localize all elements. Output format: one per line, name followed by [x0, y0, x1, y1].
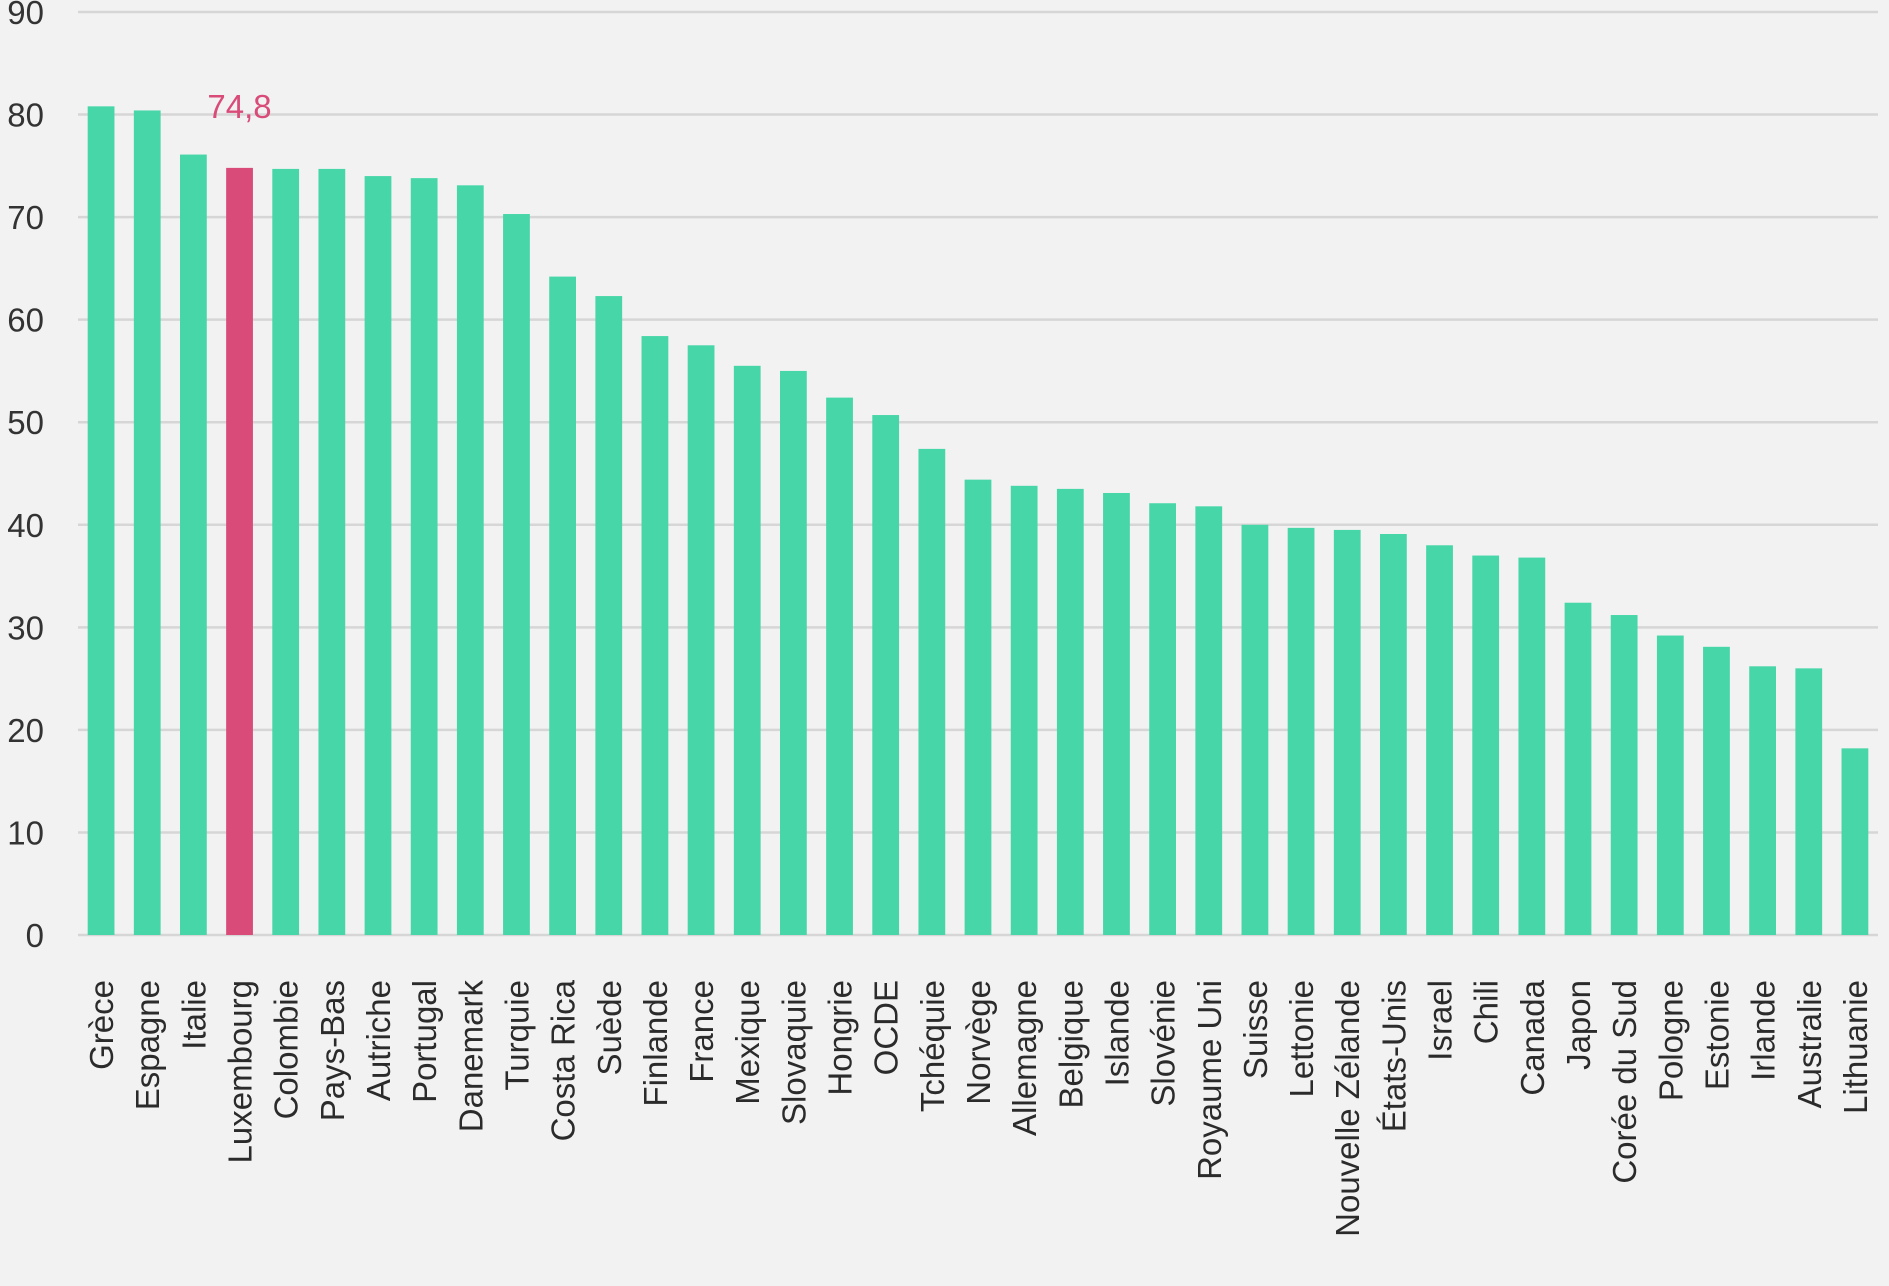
x-tick-label: Portugal	[406, 980, 443, 1103]
bar-slovaquie	[780, 370, 807, 935]
y-tick-label: 50	[7, 404, 44, 441]
bar-portugal	[410, 178, 438, 935]
x-tick-label: Nouvelle Zélande	[1329, 980, 1366, 1237]
x-tick-label: Suisse	[1237, 980, 1274, 1079]
bar-finlande	[641, 336, 669, 935]
x-axis-ticks: Grèce Espagne Italie Luxembourg Colombie Pays…	[83, 979, 1874, 1236]
x-tick-label: Royaume Uni	[1191, 980, 1228, 1180]
bar-lettonie	[1287, 527, 1315, 935]
x-tick-label: Lithuanie	[1837, 980, 1874, 1114]
x-tick-label: Japon	[1560, 980, 1597, 1070]
x-tick-label: Mexique	[729, 980, 766, 1105]
x-tick-label: Hongrie	[822, 980, 859, 1096]
x-tick-label: Slovaquie	[775, 980, 812, 1125]
x-tick-label: Islande	[1098, 980, 1135, 1086]
x-tick-label: Chili	[1468, 980, 1505, 1044]
bar-suède	[595, 296, 623, 936]
x-tick-label: Costa Rica	[545, 979, 582, 1141]
x-tick-label: Pologne	[1652, 980, 1689, 1101]
x-tick-label: Finlande	[637, 980, 674, 1107]
bar-ocde	[872, 415, 900, 935]
data-labels: 74,8	[207, 88, 271, 125]
bar-pays-bas	[318, 168, 346, 935]
bar-états-unis	[1380, 534, 1407, 935]
bar-mexique	[733, 365, 761, 936]
bar-hongrie	[826, 397, 853, 935]
bar-danemark	[456, 185, 484, 935]
x-tick-label: Espagne	[129, 980, 166, 1110]
x-tick-label: Italie	[175, 980, 212, 1050]
bar-pologne	[1656, 635, 1684, 935]
x-tick-label: Grèce	[83, 980, 120, 1070]
x-tick-label: Suède	[591, 980, 628, 1075]
bar-irlande	[1749, 666, 1776, 935]
x-tick-label: Canada	[1514, 979, 1551, 1095]
data-label-highlight: 74,8	[207, 88, 271, 125]
bar-islande	[1103, 492, 1130, 935]
x-tick-label: Australie	[1791, 980, 1828, 1108]
x-tick-label: Autriche	[360, 980, 397, 1101]
y-tick-label: 60	[7, 302, 44, 339]
bar-grèce	[87, 106, 115, 935]
bars	[87, 106, 1869, 936]
bar-corée-du-sud	[1610, 615, 1638, 935]
y-tick-label: 70	[7, 199, 44, 236]
x-tick-label: Luxembourg	[222, 980, 259, 1163]
x-tick-label: États-Unis	[1375, 980, 1412, 1132]
bar-costa-rica	[549, 276, 576, 935]
x-tick-label: Lettonie	[1283, 980, 1320, 1097]
x-tick-label: Colombie	[268, 980, 305, 1119]
bar-royaume-uni	[1195, 506, 1223, 935]
bar-lithuanie	[1841, 748, 1869, 935]
x-tick-label: Danemark	[452, 980, 489, 1133]
y-tick-label: 40	[7, 507, 44, 544]
y-axis-ticks: 0 10 20 30 40 50 60 70 80 90	[7, 0, 44, 954]
x-tick-label: Turquie	[498, 980, 535, 1091]
bar-suisse	[1241, 524, 1269, 935]
bar-colombie	[272, 168, 300, 935]
x-tick-label: Tchéquie	[914, 980, 951, 1112]
x-tick-label: OCDE	[868, 980, 905, 1075]
x-tick-label: Corée du Sud	[1606, 980, 1643, 1184]
bar-autriche	[364, 176, 392, 936]
y-tick-label: 10	[7, 814, 44, 851]
bar-israel	[1426, 545, 1453, 935]
bar-slovénie	[1149, 503, 1176, 935]
bar-nouvelle-zélande	[1333, 529, 1361, 935]
bar-tchéquie	[918, 448, 946, 935]
x-tick-label: Allemagne	[1006, 980, 1043, 1136]
bar-canada	[1518, 557, 1546, 935]
bar-australie	[1795, 668, 1823, 935]
bar-turquie	[503, 214, 530, 936]
bar-luxembourg	[226, 167, 253, 935]
x-tick-label: Pays-Bas	[314, 980, 351, 1121]
bar-belgique	[1056, 488, 1084, 935]
x-tick-label: Norvège	[960, 980, 997, 1105]
x-tick-label: Irlande	[1745, 980, 1782, 1081]
y-tick-label: 30	[7, 609, 44, 646]
bar-japon	[1564, 602, 1592, 935]
y-tick-label: 20	[7, 712, 44, 749]
y-tick-label: 90	[7, 0, 44, 31]
bar-allemagne	[1010, 485, 1038, 935]
x-tick-label: Estonie	[1698, 980, 1735, 1090]
x-tick-label: Slovénie	[1145, 980, 1182, 1107]
bar-france	[687, 345, 715, 935]
bar-espagne	[133, 110, 161, 936]
bar-chili	[1472, 555, 1500, 935]
bar-estonie	[1703, 646, 1730, 935]
bar-italie	[180, 154, 207, 935]
y-tick-label: 0	[26, 917, 44, 954]
x-tick-label: France	[683, 980, 720, 1083]
bar-norvège	[964, 479, 992, 935]
x-tick-label: Israel	[1422, 980, 1459, 1061]
x-tick-label: Belgique	[1052, 980, 1089, 1108]
y-tick-label: 80	[7, 97, 44, 134]
